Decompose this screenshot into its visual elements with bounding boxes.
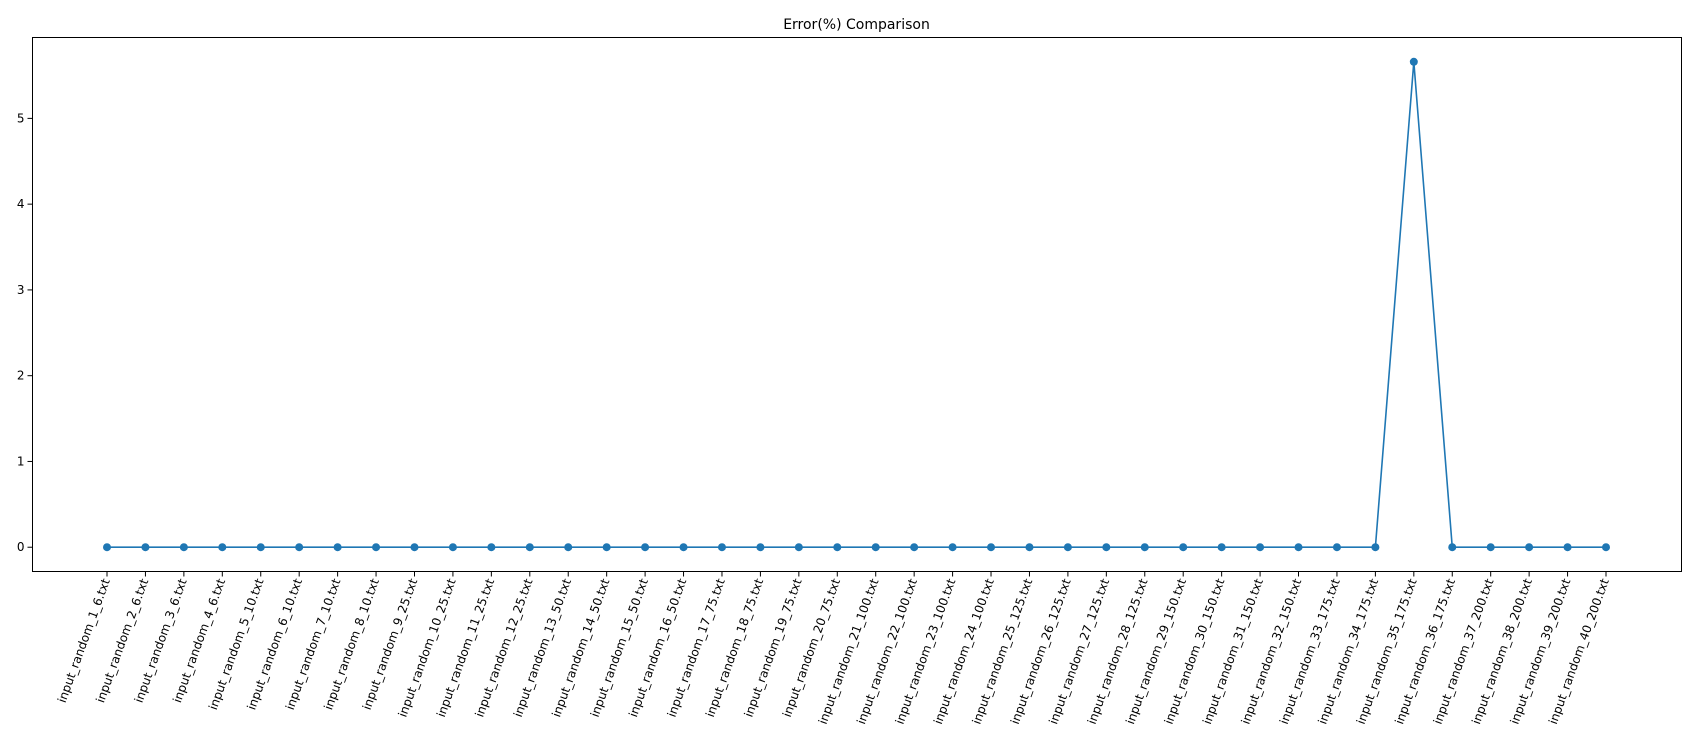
data-point (1063, 543, 1072, 552)
data-point (1448, 543, 1457, 552)
data-point (333, 543, 342, 552)
data-point (910, 543, 919, 552)
data-point (1371, 543, 1380, 552)
data-point (1294, 543, 1303, 552)
data-point (141, 543, 150, 552)
data-point (833, 543, 842, 552)
data-point (1102, 543, 1111, 552)
data-point (218, 543, 227, 552)
data-point (525, 543, 534, 552)
y-tick-label: 0 (17, 540, 25, 554)
data-point (1179, 543, 1188, 552)
data-point (1217, 543, 1226, 552)
data-point (295, 543, 304, 552)
data-point (794, 543, 803, 552)
data-point (1140, 543, 1149, 552)
data-point (1563, 543, 1572, 552)
data-point (487, 543, 496, 552)
data-point (410, 543, 419, 552)
data-point (1409, 57, 1418, 66)
data-point (372, 543, 381, 552)
data-point (1602, 543, 1610, 552)
data-point (948, 543, 957, 552)
data-point (756, 543, 765, 552)
plot-frame (32, 37, 1682, 572)
data-point (564, 543, 573, 552)
data-point (602, 543, 611, 552)
y-tick-label: 4 (17, 197, 25, 211)
y-tick-label: 3 (17, 283, 25, 297)
chart-title: Error(%) Comparison (783, 17, 930, 33)
y-axis: 0 1 2 3 4 5 (17, 111, 33, 554)
data-point (1525, 543, 1534, 552)
y-tick-label: 1 (17, 454, 25, 468)
data-point (871, 543, 880, 552)
data-point (717, 543, 726, 552)
series-line (107, 60, 1606, 549)
data-point (641, 543, 650, 552)
y-tick-label: 2 (17, 369, 25, 383)
data-point (679, 543, 688, 552)
data-point (103, 543, 111, 552)
series-layer (103, 57, 1610, 552)
data-point (1025, 543, 1034, 552)
data-point (256, 543, 265, 552)
data-point (1486, 543, 1495, 552)
data-point (448, 543, 457, 552)
data-point (1332, 543, 1341, 552)
data-point (987, 543, 996, 552)
data-point (1256, 543, 1265, 552)
data-point (179, 543, 188, 552)
y-tick-label: 5 (17, 111, 25, 125)
